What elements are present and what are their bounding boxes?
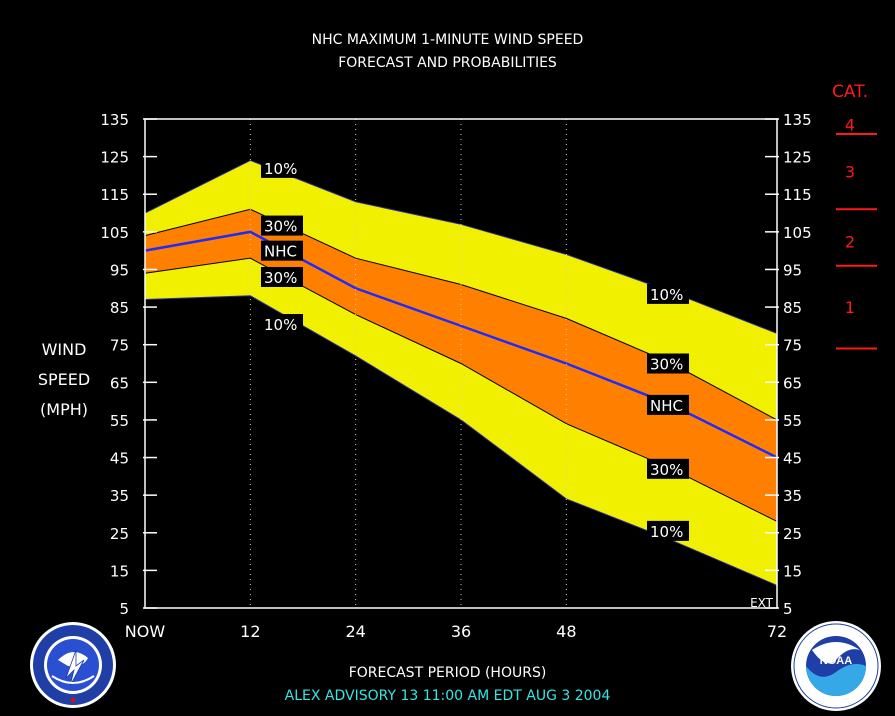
series-label-lower-10pct-right: 10% [650,523,683,541]
y-tick-label-right-75: 75 [783,337,802,355]
svg-text:NOAA: NOAA [820,655,852,667]
series-label-nhc-left: NHC [264,243,297,261]
x-axis-title: FORECAST PERIOD (HOURS) [348,665,547,681]
series-label-nhc-right: NHC [650,397,683,415]
y-tick-label-right-5: 5 [783,600,793,618]
y-tick-label-left-95: 95 [110,261,129,279]
series-label-upper-10pct-left-bg [261,157,303,178]
y-tick-label-left-45: 45 [110,450,129,468]
series-label-lower-10pct-right-bg [647,520,689,541]
y-tick-label-right-35: 35 [783,487,802,505]
x-tick-label-48: 48 [556,622,576,641]
series-label-upper-10pct-right: 10% [650,286,683,304]
x-tick-label-36: 36 [451,622,471,641]
y-tick-label-right-65: 65 [783,374,802,392]
y-tick-label-left-35: 35 [110,487,129,505]
x-tick-label-72: 72 [767,622,787,641]
y-tick-label-right-25: 25 [783,525,802,543]
y-tick-label-left-125: 125 [100,149,129,167]
y-tick-label-right-105: 105 [783,224,812,242]
category-header: CAT. [832,82,868,102]
plot-frame [144,118,778,609]
ext-label: EXT [750,596,774,610]
y-tick-label-right-45: 45 [783,450,802,468]
series-label-nhc-left-bg [261,240,303,261]
category-label-3: 3 [845,163,855,182]
nws-logo-icon [30,622,116,708]
noaa-logo-icon: NOAA [791,621,881,711]
series-label-lower-30pct-left: 30% [264,269,297,287]
y-tick-label-right-135: 135 [783,111,812,129]
series-label-upper-30pct-left: 30% [264,218,297,236]
y-tick-label-left-85: 85 [110,299,129,317]
series-label-lower-30pct-left-bg [261,266,303,287]
y-tick-label-right-55: 55 [783,412,802,430]
y-tick-label-right-15: 15 [783,562,802,580]
y-tick-label-right-95: 95 [783,261,802,279]
y-tick-label-right-85: 85 [783,299,802,317]
x-tick-label-12: 12 [240,622,260,641]
y-tick-label-left-75: 75 [110,337,129,355]
series-label-upper-10pct-left: 10% [264,160,297,178]
series-label-upper-30pct-right: 30% [650,356,683,374]
advisory-footer: ALEX ADVISORY 13 11:00 AM EDT AUG 3 2004 [284,688,611,704]
series-label-nhc-right-bg [647,394,689,415]
y-axis-label-line2: SPEED [37,370,91,389]
series-label-lower-10pct-left: 10% [264,316,297,334]
y-tick-label-left-25: 25 [110,525,129,543]
y-tick-label-left-105: 105 [100,224,129,242]
x-tick-label-24: 24 [345,622,365,641]
series-label-upper-10pct-right-bg [647,283,689,304]
y-tick-label-left-5: 5 [119,600,129,618]
inner-30pct-band [145,209,777,522]
y-tick-label-left-15: 15 [110,562,129,580]
x-tick-label-now: NOW [125,622,166,641]
y-axis-label-line1: WIND [41,340,87,359]
y-tick-label-left-65: 65 [110,374,129,392]
series-label-upper-30pct-right-bg [647,353,689,374]
y-tick-label-right-115: 115 [783,186,812,204]
chart-title-line1: NHC MAXIMUM 1-MINUTE WIND SPEED [311,32,584,48]
category-label-2: 2 [845,232,855,251]
y-tick-label-left-135: 135 [100,111,129,129]
y-axis-label-line3: (MPH) [40,400,88,419]
series-label-lower-30pct-right-bg [647,458,689,479]
chart-title-line2: FORECAST AND PROBABILITIES [338,55,557,71]
y-tick-label-left-115: 115 [100,186,129,204]
y-tick-label-left-55: 55 [110,412,129,430]
category-label-1: 1 [845,298,855,317]
series-label-lower-30pct-right: 30% [650,461,683,479]
series-label-upper-30pct-left-bg [261,215,303,236]
category-label-4: 4 [845,116,855,135]
y-tick-label-right-125: 125 [783,149,812,167]
series-label-lower-10pct-left-bg [261,314,303,335]
